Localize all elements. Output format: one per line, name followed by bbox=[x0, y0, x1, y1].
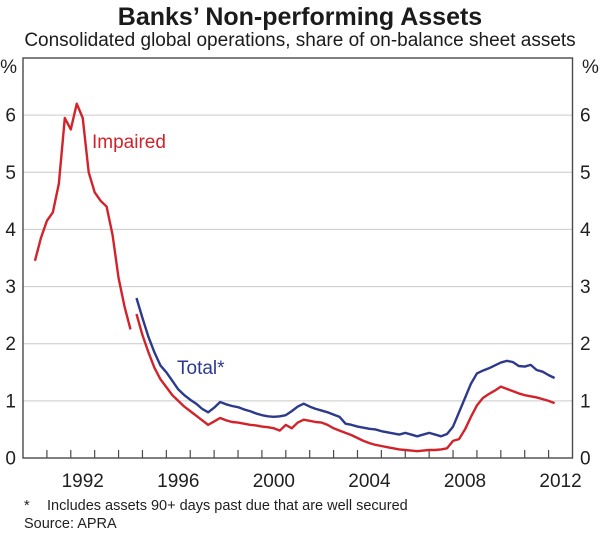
y-tick-label-left: 1 bbox=[5, 391, 16, 412]
x-tick-label: 2000 bbox=[253, 471, 295, 492]
series-impaired-pre-break bbox=[33, 102, 132, 330]
y-tick-label-right: 3 bbox=[580, 277, 591, 298]
x-tick-label: 2012 bbox=[539, 471, 581, 492]
y-tick-label-right: 4 bbox=[580, 220, 591, 241]
y-axis-unit-left: % bbox=[0, 57, 17, 78]
y-axis-unit-right: % bbox=[582, 57, 599, 78]
footnote-text: Includes assets 90+ days past due that a… bbox=[47, 498, 408, 514]
footnote: * Includes assets 90+ days past due that … bbox=[24, 498, 408, 515]
y-tick-label-right: 5 bbox=[580, 163, 591, 184]
y-tick-label-right: 1 bbox=[580, 391, 591, 412]
y-tick-label-left: 0 bbox=[5, 449, 16, 470]
series-impaired bbox=[135, 313, 556, 453]
source-note: Source: APRA bbox=[24, 516, 117, 532]
y-tick-label-left: 4 bbox=[5, 220, 16, 241]
series-total bbox=[135, 297, 556, 438]
y-tick-label-left: 2 bbox=[5, 334, 16, 355]
x-tick-label: 2008 bbox=[444, 471, 486, 492]
x-tick-label: 1992 bbox=[62, 471, 104, 492]
x-tick-label: 1996 bbox=[157, 471, 199, 492]
y-tick-label-left: 6 bbox=[5, 106, 16, 127]
y-tick-label-right: 6 bbox=[580, 106, 591, 127]
y-tick-label-left: 3 bbox=[5, 277, 16, 298]
y-tick-label-left: 5 bbox=[5, 163, 16, 184]
chart-subtitle: Consolidated global operations, share of… bbox=[24, 30, 576, 51]
footnote-marker: * bbox=[24, 498, 30, 514]
plot-border bbox=[22, 57, 574, 459]
series-label-total: Total* bbox=[177, 358, 225, 379]
y-tick-label-right: 0 bbox=[580, 449, 591, 470]
series-label-impaired: Impaired bbox=[92, 132, 166, 153]
y-tick-label-right: 2 bbox=[580, 334, 591, 355]
x-tick-label: 2004 bbox=[348, 471, 391, 492]
chart-title: Banks’ Non-performing Assets bbox=[117, 3, 483, 31]
